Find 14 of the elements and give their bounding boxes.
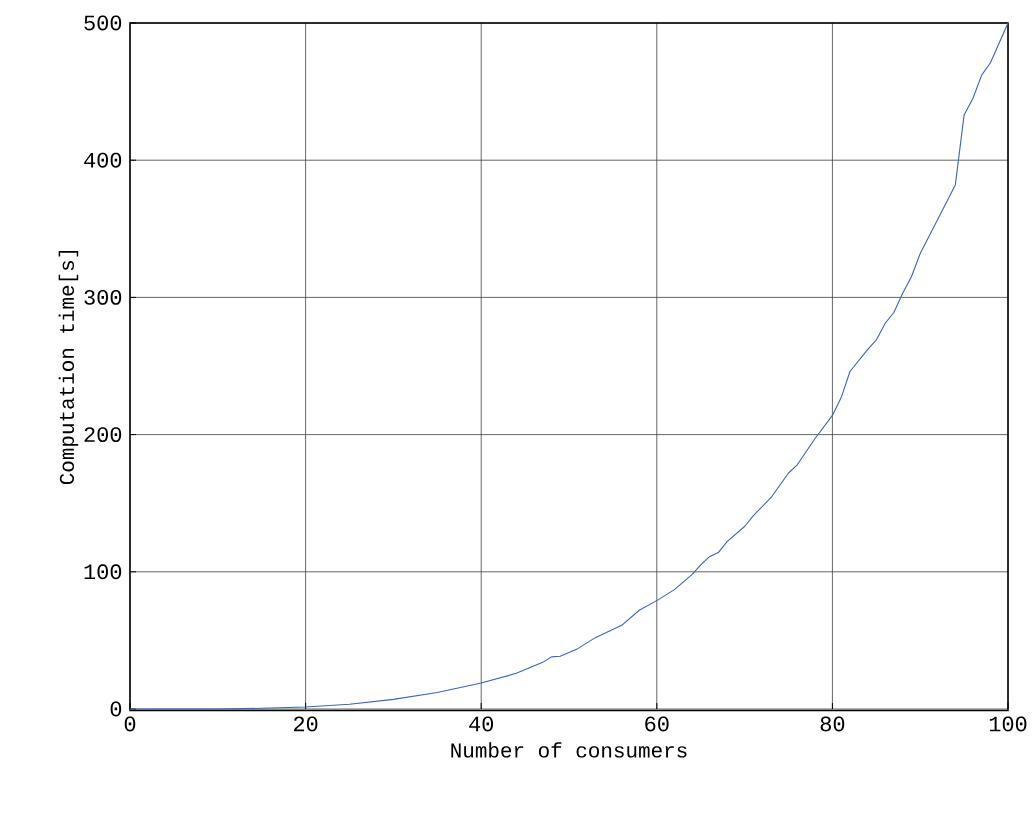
y-tick-label: 200 xyxy=(84,427,122,443)
x-tick-label: 60 xyxy=(645,716,669,732)
x-tick-label: 80 xyxy=(820,716,845,732)
y-axis-title: Computation time[s] xyxy=(58,250,79,485)
y-tick-label: 500 xyxy=(84,15,122,31)
y-tick-label: 100 xyxy=(84,564,122,580)
y-tick-label: 0 xyxy=(110,701,122,717)
x-tick-label: 40 xyxy=(469,716,494,732)
x-tick-label: 100 xyxy=(989,716,1027,732)
y-tick-label: 300 xyxy=(84,289,122,305)
x-tick-label: 0 xyxy=(124,716,136,732)
y-tick-label: 400 xyxy=(84,152,122,168)
x-tick-label: 20 xyxy=(293,716,318,732)
x-axis-title: Number of consumers xyxy=(451,742,687,758)
